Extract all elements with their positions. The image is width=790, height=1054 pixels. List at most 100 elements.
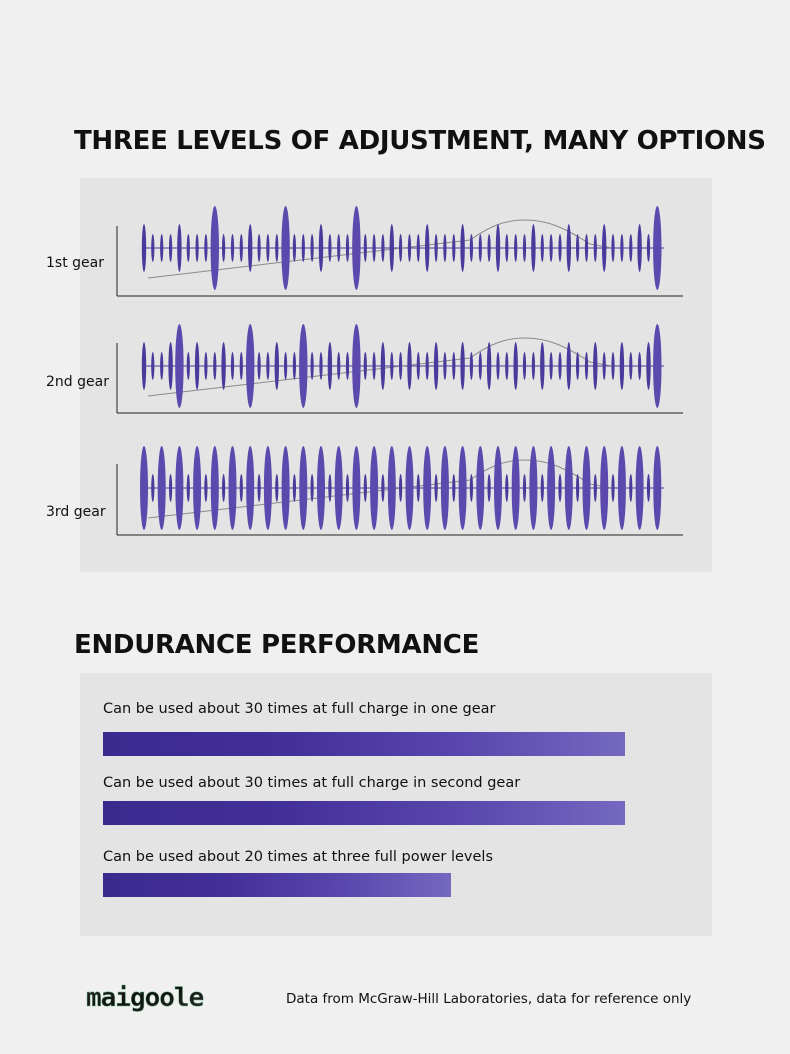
gear-2-pulse — [345, 352, 350, 380]
gear-3-pulse — [228, 446, 237, 530]
gear-1-pulse — [522, 234, 527, 262]
endurance-label-1: Can be used about 30 times at full charg… — [103, 701, 496, 717]
gear-1-pulse — [460, 224, 465, 272]
gear-1-pulse — [210, 206, 219, 290]
gear-2-pulse — [168, 342, 173, 390]
gear-2-pulse — [531, 352, 536, 380]
gear-1-pulse — [257, 234, 261, 262]
gear-1-pulse — [558, 234, 562, 262]
gear-3-pulse — [246, 446, 255, 530]
gear-2-pulse — [327, 342, 333, 390]
gear-3-pulse — [169, 474, 173, 502]
gear-3-pulse — [399, 474, 403, 502]
endurance-title: ENDURANCE PERFORMANCE — [74, 630, 480, 660]
gear-3-pulse — [547, 446, 556, 530]
gear-1-pulse — [230, 234, 235, 262]
gear-1-pulse — [222, 234, 226, 262]
gear-3-pulse — [387, 446, 396, 530]
gear-1-pulse — [576, 234, 580, 262]
gear-3-pulse — [522, 474, 527, 502]
gear-2-pulse — [274, 342, 279, 390]
gear-2-pulse — [478, 352, 482, 380]
gear-1-pulse — [566, 224, 571, 272]
gear-2-trend-curve — [147, 337, 613, 397]
gear-2-pulse — [380, 342, 386, 390]
gear-2-pulse — [213, 352, 217, 380]
gear-label-3: 3rd gear — [46, 504, 106, 520]
gear-2-pulse — [299, 324, 308, 408]
gear-1-pulse — [514, 234, 518, 262]
endurance-bar-1 — [103, 732, 625, 756]
gear-1-pulse — [407, 234, 412, 262]
gear-1-pulse — [275, 234, 279, 262]
gear-2-pulse — [646, 342, 651, 390]
gear-3-pulse — [175, 446, 184, 530]
gear-3-pulse — [487, 474, 491, 502]
gear-2-pulse — [399, 352, 403, 380]
gear-3-pulse — [600, 446, 609, 530]
gear-1-pulse — [620, 234, 624, 262]
gear-1-pulse — [151, 234, 155, 262]
gear-3-pulse — [593, 474, 597, 502]
gear-2-pulse — [584, 352, 589, 380]
gear-2-pulse — [390, 352, 394, 380]
gear-2-pulse — [611, 352, 615, 380]
gear-2-pulse — [460, 342, 465, 390]
gear-3-pulse — [263, 446, 272, 530]
gear-2-pulse — [246, 324, 255, 408]
gear-2-pulse — [576, 352, 580, 380]
gear-1-pulse — [381, 234, 385, 262]
gear-3-pulse — [469, 474, 473, 502]
gear-1-pulse — [416, 234, 420, 262]
gear-3-pulse — [440, 446, 449, 530]
gear-1-pulse — [540, 234, 544, 262]
gear-3-pulse — [476, 446, 485, 530]
gear-3-pulse — [310, 474, 314, 502]
gear-1-pulse — [452, 234, 456, 262]
gear-2-pulse — [407, 342, 412, 390]
gear-1-pulse — [160, 234, 164, 262]
gear-1-pulse — [239, 234, 243, 262]
gear-1-pulse — [352, 206, 361, 290]
gear-2-pulse — [363, 352, 367, 380]
gear-2-pulse — [230, 352, 235, 380]
gear-2-pulse — [496, 352, 500, 380]
gear-1-pulse — [204, 234, 208, 262]
gear-1-pulse — [434, 234, 438, 262]
gear-3-pulse — [210, 446, 219, 530]
gear-3-pulse — [281, 446, 290, 530]
gear-1-pulse — [301, 234, 305, 262]
gear-1-pulse — [549, 234, 553, 262]
gear-1-pulse — [602, 224, 607, 272]
gear-2-pulse — [549, 352, 553, 380]
gear-2-pulse — [194, 342, 200, 390]
gear-2-pulse — [266, 352, 270, 380]
gear-1-pulse — [469, 234, 473, 262]
gear-2-pulse — [513, 342, 518, 390]
gear-1-pulse — [425, 224, 430, 272]
gear-2-pulse — [204, 352, 208, 380]
gear-2-pulse — [638, 352, 642, 380]
gear-1-pulse — [653, 206, 662, 290]
gear-3-pulse — [299, 446, 308, 530]
gear-2-pulse — [566, 342, 571, 390]
gear-3-pulse — [646, 474, 651, 502]
gear-2-pulse — [239, 352, 243, 380]
gear-1-pulse — [186, 234, 190, 262]
gear-2-pulse — [319, 352, 323, 380]
gear-3-pulse — [151, 474, 155, 502]
gear-2-pulse — [416, 352, 420, 380]
gear-1-pulse — [487, 234, 491, 262]
endurance-bar-2 — [103, 801, 625, 825]
gear-1-pulse — [141, 224, 147, 272]
gear-1-pulse — [281, 206, 290, 290]
gear-1-pulse — [478, 234, 482, 262]
gear-3-pulse — [334, 446, 343, 530]
gear-3-pulse — [494, 446, 502, 530]
gear-1-pulse — [629, 234, 633, 262]
gear-3-pulse — [363, 474, 367, 502]
gear-3-pulse — [345, 474, 350, 502]
gear-2-pulse — [257, 352, 261, 380]
gear-1-pulse — [248, 224, 253, 272]
gear-2-pulse — [505, 352, 509, 380]
